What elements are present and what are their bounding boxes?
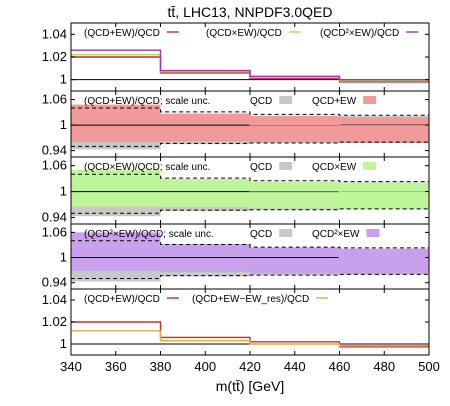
legend-swatch-1-0 bbox=[279, 96, 293, 104]
legend-swatch-3-0 bbox=[279, 229, 293, 237]
y-tick-label-2-2: 0.94 bbox=[42, 210, 67, 225]
y-tick-label-0-1: 1.02 bbox=[42, 49, 67, 64]
central-line-3 bbox=[71, 245, 429, 259]
legend-swatch-3-1 bbox=[366, 229, 380, 237]
legend-label-0-1: (QCD×EW)/QCD bbox=[206, 28, 282, 39]
legend-swatch-2-1 bbox=[363, 162, 377, 170]
x-axis-label: m(tt̄) [GeV] bbox=[216, 378, 284, 394]
central-line-2 bbox=[71, 181, 429, 193]
band-3-1-bin-0 bbox=[71, 232, 161, 271]
series-line-0-2 bbox=[71, 49, 429, 81]
x-tick-label-7: 480 bbox=[373, 359, 395, 374]
legend-label-2-0: QCD bbox=[250, 162, 272, 173]
y-tick-label-2-0: 1.06 bbox=[42, 158, 67, 173]
scale-lower-dashed-3 bbox=[71, 273, 429, 280]
legend-label-2-1: QCD×EW bbox=[312, 162, 357, 173]
legend-label-3-0: QCD bbox=[250, 229, 272, 240]
scale-upper-dashed-3 bbox=[71, 240, 429, 249]
x-tick-label-0: 340 bbox=[60, 359, 82, 374]
legend-label-0-2: (QCD²×EW)/QCD bbox=[320, 28, 399, 39]
panels: 1.04 1.02 1 (QCD+EW)/QCD (QCD×EW)/QCD (QCD²×E… bbox=[42, 22, 430, 356]
y-tick-label-3-1: 1 bbox=[60, 250, 67, 265]
series-line-0-0 bbox=[71, 56, 429, 83]
legend-label-0-0: (QCD+EW)/QCD bbox=[84, 28, 160, 39]
panel-plot-area-4 bbox=[71, 321, 429, 348]
panel-plot-area-1 bbox=[71, 104, 429, 150]
x-tick-label-2: 380 bbox=[150, 359, 172, 374]
scale-upper-dashed-1 bbox=[71, 107, 429, 116]
x-tick-label-8: 500 bbox=[418, 359, 440, 374]
x-tick-label-6: 460 bbox=[329, 359, 351, 374]
y-tick-label-1-0: 1.06 bbox=[42, 92, 67, 107]
y-tick-label-0-2: 1 bbox=[60, 72, 67, 87]
figure-title: tt̄, LHC13, NNPDF3.0QED bbox=[168, 4, 333, 20]
scale-lower-dashed-2 bbox=[71, 208, 429, 214]
legend-label-4-0: (QCD+EW)/QCD bbox=[84, 294, 160, 305]
band-2-1-bin-0 bbox=[71, 169, 161, 207]
panel-qcd2-times-ew-scale: 1.06 1 0.94 (QCD²×EW)/QCD; scale unc. QCD QCD… bbox=[42, 223, 430, 290]
legend-swatch-1-1 bbox=[363, 96, 377, 104]
panel-ew-res: 1.04 1.02 1 (QCD+EW)/QCD (QCD+EW−EW_res)/QCD bbox=[42, 288, 430, 356]
y-tick-label-3-0: 1.06 bbox=[42, 224, 67, 239]
y-tick-label-2-1: 1 bbox=[60, 184, 67, 199]
panel-label-3: (QCD²×EW)/QCD; scale unc. bbox=[84, 229, 214, 240]
legend-swatch-2-0 bbox=[279, 162, 293, 170]
central-line-1 bbox=[71, 115, 429, 127]
panel-ratio-ew: 1.04 1.02 1 (QCD+EW)/QCD (QCD×EW)/QCD (QCD²×E… bbox=[42, 22, 430, 92]
x-tick-label-5: 440 bbox=[284, 359, 306, 374]
panel-plot-area-0 bbox=[71, 49, 429, 83]
y-tick-label-0-0: 1.04 bbox=[42, 26, 67, 41]
panel-label-2: (QCD×EW)/QCD; scale unc. bbox=[84, 162, 210, 173]
panel-plot-area-3 bbox=[71, 232, 429, 282]
y-tick-label-4-2: 1 bbox=[60, 336, 67, 351]
band-3-1-bin-2 bbox=[250, 247, 340, 274]
panel-plot-area-2 bbox=[71, 169, 429, 217]
panel-label-1: (QCD+EW)/QCD; scale unc. bbox=[84, 96, 210, 107]
band-1-1-bin-1 bbox=[160, 113, 250, 142]
x-axis: 340 360 380 400 420 440 460 480 500 bbox=[60, 359, 440, 374]
legend-label-4-1: (QCD+EW−EW_res)/QCD bbox=[192, 294, 309, 305]
y-tick-label-3-2: 0.94 bbox=[42, 275, 67, 290]
band-2-1-bin-1 bbox=[160, 179, 250, 208]
legend-label-1-1: QCD+EW bbox=[312, 96, 357, 107]
band-1-1-bin-0 bbox=[71, 104, 161, 143]
panel-qcd-times-ew-scale: 1.06 1 0.94 (QCD×EW)/QCD; scale unc. QCD QCD×… bbox=[42, 156, 430, 225]
scale-upper-dashed-2 bbox=[71, 173, 429, 183]
scale-lower-dashed-1 bbox=[71, 141, 429, 147]
panel-qcd-plus-ew-scale: 1.06 1 0.94 (QCD+EW)/QCD; scale unc. QCD QCD+… bbox=[42, 90, 430, 158]
x-tick-label-4: 420 bbox=[239, 359, 261, 374]
series-line-4-1 bbox=[71, 330, 429, 348]
band-1-1-bin-3 bbox=[339, 116, 429, 143]
x-tick-label-3: 400 bbox=[194, 359, 216, 374]
y-tick-label-1-2: 0.94 bbox=[42, 143, 67, 158]
legend-label-3-1: QCD²×EW bbox=[312, 229, 360, 240]
band-1-1-bin-2 bbox=[250, 116, 340, 143]
y-tick-label-4-0: 1.04 bbox=[42, 292, 67, 307]
y-tick-label-4-1: 1.02 bbox=[42, 314, 67, 329]
band-3-1-bin-3 bbox=[339, 248, 429, 275]
legend-label-1-0: QCD bbox=[250, 96, 272, 107]
band-2-1-bin-3 bbox=[339, 182, 429, 210]
y-tick-label-1-1: 1 bbox=[60, 117, 67, 132]
x-tick-label-1: 360 bbox=[105, 359, 127, 374]
band-2-1-bin-2 bbox=[250, 182, 340, 209]
